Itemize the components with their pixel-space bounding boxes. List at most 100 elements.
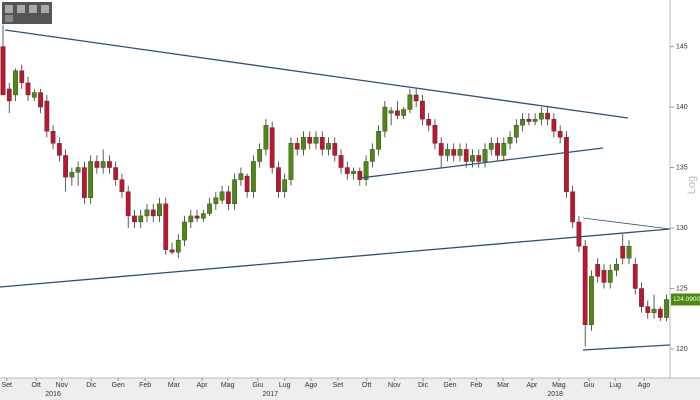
candle-body [175,239,181,253]
x-tick-label: Dic [86,382,97,389]
candle-body [645,306,651,313]
candle-body [301,137,306,150]
candle-body [163,203,169,250]
candle-body [88,161,94,198]
candle-body [476,155,482,162]
candle-body [38,92,43,108]
x-tick-label: Set [333,382,344,389]
candle-body [332,143,338,156]
x-tick-label: Mag [221,382,235,389]
y-tick-label: 130 [676,225,688,232]
candle-body [382,106,388,132]
candle-body [244,175,250,192]
x-tick-label: Nov [388,382,401,389]
candle-body [225,191,231,205]
candle-body [576,221,582,247]
candle-body [407,94,413,110]
candle-body [426,118,432,126]
x-tick-label: Ott [32,382,41,389]
x-axis-band [0,378,700,400]
candle-body [482,149,488,162]
candle-body [50,131,56,144]
candle-body [188,215,194,223]
last-price-label: 124.0900 [673,296,700,303]
candle-body [351,170,356,174]
candle-body [69,172,75,178]
candle-body [445,149,450,156]
candle-body [607,270,613,283]
candle-body [357,170,363,180]
candle-body [557,131,563,138]
tool-icon[interactable] [17,5,25,13]
candle-body [507,137,513,144]
x-tick-label: Apr [527,382,539,389]
candle-body [200,213,206,219]
candle-body [451,149,457,156]
x-tick-label: Dic [418,382,429,389]
candle-body [657,308,663,318]
candle-body [513,124,519,138]
candle-body [81,167,87,198]
candle-body [401,109,407,116]
x-tick-label: Ott [362,382,371,389]
candle-body [125,191,131,217]
x-tick-label: Gen [112,382,125,389]
candle-body [150,209,156,217]
x-tick-label: Lug [279,382,291,389]
candle-body [157,203,162,217]
candle-body [532,118,538,122]
candle-body [470,155,475,162]
x-tick-label: Mar [168,382,181,389]
candle-body [520,118,525,126]
candle-body [651,308,657,313]
candle-body [219,191,225,201]
candle-body [538,112,544,120]
candle-body [363,161,369,180]
candle-body [582,245,588,325]
candle-body [144,209,150,217]
candle-body [113,167,119,180]
candle-body [25,82,31,96]
candle-body [294,143,300,150]
candle-body [313,137,319,144]
candle-body [63,155,68,178]
candle-body [326,143,331,150]
candle-body [488,143,494,150]
trendline [359,147,604,179]
candle-body [44,100,50,132]
candle-body [639,288,644,307]
trendline [0,228,671,288]
x-tick-label: Nov [56,382,69,389]
candle-body [369,149,375,162]
candle-body [319,137,325,150]
candle-body [269,127,275,168]
candle-body [495,143,500,156]
tool-icon[interactable] [41,5,49,13]
candle-body [169,249,175,253]
candle-body [282,179,288,192]
x-tick-label: Apr [197,382,209,389]
x-tick-label: Mar [497,382,510,389]
candle-body [232,179,238,205]
tool-icon[interactable] [5,5,13,13]
candle-body [501,143,507,156]
y-axis-label: Log [686,176,698,194]
tool-icon[interactable] [5,15,13,22]
candle-body [251,161,256,192]
x-tick-label: Giu [252,382,263,389]
candle-body [413,94,419,102]
candle-body [19,70,25,84]
candle-body [632,264,638,289]
candle-body [138,215,144,223]
candle-body [307,137,313,144]
year-label: 2018 [547,391,563,398]
tool-icon[interactable] [29,5,37,13]
y-tick-label: 135 [676,164,688,171]
x-tick-label: Giu [583,382,594,389]
last-price-box [671,293,700,306]
x-tick-label: Feb [139,382,151,389]
candle-body [213,197,219,205]
candle-body [664,299,669,318]
